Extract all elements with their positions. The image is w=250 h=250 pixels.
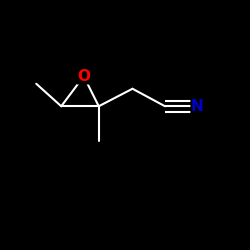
Text: O: O xyxy=(77,69,90,84)
Text: N: N xyxy=(191,99,204,114)
